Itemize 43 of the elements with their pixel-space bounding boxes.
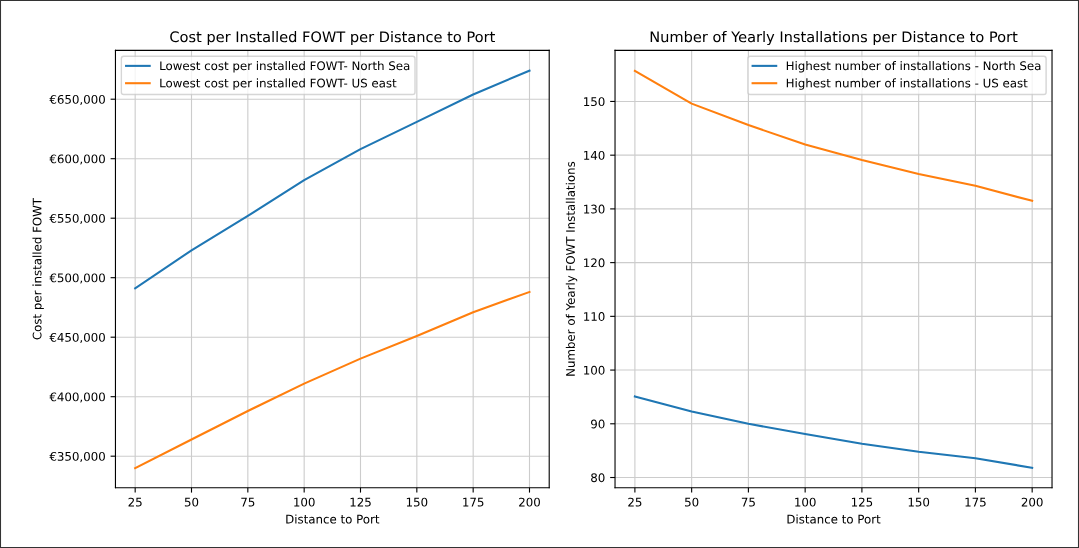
line-series [633,395,1034,469]
y-tick-label: 80 [591,473,605,483]
legend-label: Lowest cost per installed FOWT- North Sea [160,61,410,73]
x-tick-label: 200 [519,497,540,507]
x-tick-label: 175 [463,497,484,507]
y-tick-label: 120 [584,258,605,268]
y-tick-label: 90 [591,419,605,429]
x-tick-label: 100 [795,497,816,507]
x-tick-label: 100 [294,497,315,507]
y-tick-label: 130 [584,204,605,214]
legend-label: Highest number of installations - North Sea [786,61,1041,73]
x-tick-label: 50 [184,497,199,507]
x-tick-label: 175 [965,497,986,507]
legend-label: Lowest cost per installed FOWT- US east [160,78,397,90]
y-axis-title: Cost per installed FOWT [32,197,44,340]
x-tick-label: 150 [908,497,930,507]
y-tick-label: €400,000 [49,392,105,403]
x-tick-label: 125 [851,497,873,507]
x-axis-title: Distance to Port [787,514,881,524]
y-tick-label: €450,000 [49,332,105,344]
x-tick-label: 75 [741,497,755,507]
y-tick-label: €500,000 [49,273,105,284]
chart-title: Cost per Installed FOWT per Distance to Port [170,31,495,46]
y-tick-label: €550,000 [49,213,105,225]
y-tick-label: €350,000 [49,451,105,463]
y-tick-label: 110 [584,312,605,321]
y-tick-label: 140 [584,150,605,160]
y-tick-label: 100 [584,365,605,375]
y-axis-title: Number of Yearly FOWT Installations [565,161,578,376]
x-tick-label: 75 [241,497,255,507]
x-tick-label: 25 [628,497,642,507]
x-tick-label: 25 [128,497,142,507]
x-tick-label: 125 [350,497,371,507]
y-tick-label: 150 [584,97,605,107]
y-tick-label: €600,000 [49,154,105,165]
x-tick-label: 200 [1021,497,1043,507]
legend-label: Highest number of installations - US east [786,78,1028,90]
x-tick-label: 150 [406,497,428,507]
x-axis-title: Distance to Port [286,514,380,524]
y-tick-label: €650,000 [49,94,105,106]
line-series [134,290,531,470]
x-tick-label: 50 [685,497,699,507]
chart-title: Number of Yearly Installations per Distance to Port [650,31,1018,46]
